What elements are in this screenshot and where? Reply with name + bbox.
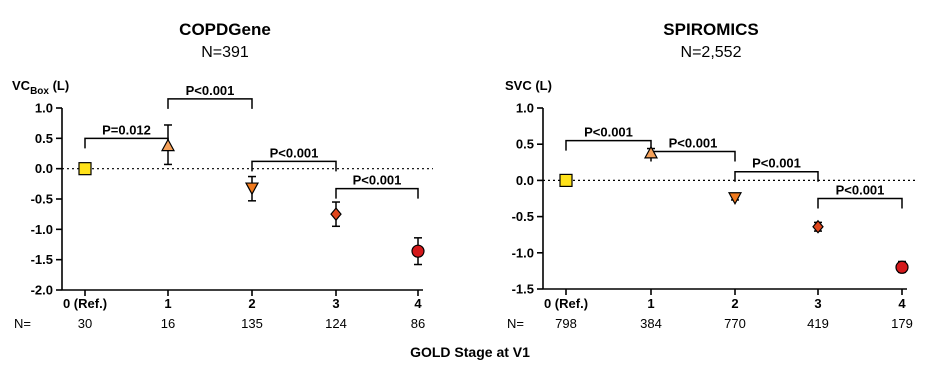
y-tick-label: 0.5 [516, 137, 534, 152]
y-tick-label: 1.0 [516, 101, 534, 116]
x-tick-label: 4 [898, 296, 906, 311]
y-tick-label: -2.0 [31, 283, 53, 298]
spiromics-panel: SPIROMICS N=2,552 SVC (L) 1.0 0.5 0.0 -0.5 -1.0… [505, 20, 917, 331]
data-point-triangle-down [244, 182, 260, 196]
comparison-bracket [335, 187, 419, 199]
y-axis-label: VCBox (L) [12, 78, 69, 97]
data-point-diamond [812, 219, 824, 234]
count-label: 124 [325, 316, 347, 331]
data-point-diamond [330, 207, 342, 222]
y-axis-label-sub: Box [30, 86, 49, 97]
data-point-circle [895, 260, 909, 274]
y-tick-label: -0.5 [31, 192, 53, 207]
p-value-label: P<0.001 [836, 183, 885, 198]
y-tick-label: -1.0 [31, 222, 53, 237]
data-point-circle [411, 244, 425, 258]
x-tick-label: 0 (Ref.) [63, 296, 107, 311]
p-value-label: P<0.001 [270, 145, 319, 160]
p-value-label: P<0.001 [752, 156, 801, 171]
data-point-square [78, 162, 92, 176]
p-value-label: P<0.001 [584, 125, 633, 140]
y-tick-label: 0.0 [35, 161, 53, 176]
data-point-triangle-down [727, 192, 743, 206]
y-tick-label: -1.0 [512, 245, 534, 260]
y-tick-label: 1.0 [35, 101, 53, 116]
comparison-bracket [251, 160, 337, 172]
count-label: 16 [161, 316, 175, 331]
y-tick-label: 0.0 [516, 173, 534, 188]
x-tick-label: 4 [414, 296, 422, 311]
y-axis-label-unit: (L) [49, 78, 69, 93]
y-axis-label-main: VC [12, 78, 31, 93]
chart-title: SPIROMICS [663, 20, 758, 39]
chart-subtitle: N=391 [201, 44, 249, 61]
comparison-bracket [84, 137, 169, 149]
n-label: N= [507, 316, 524, 331]
y-tick-label: -1.5 [31, 252, 53, 267]
data-point-square [559, 173, 573, 187]
x-axis-label: GOLD Stage at V1 [410, 344, 530, 360]
count-label: 135 [241, 316, 263, 331]
count-label: 30 [78, 316, 92, 331]
y-axis-label: SVC (L) [505, 78, 552, 93]
count-label: 86 [411, 316, 425, 331]
count-label: 798 [555, 316, 577, 331]
chart-subtitle: N=2,552 [681, 44, 742, 61]
y-tick-label: -1.5 [512, 282, 534, 297]
comparison-bracket [167, 98, 253, 109]
x-tick-label: 2 [731, 296, 738, 311]
x-tick-label: 2 [248, 296, 255, 311]
p-value-label: P<0.001 [353, 173, 402, 188]
comparison-bracket [565, 139, 652, 151]
comparison-bracket [734, 170, 819, 182]
x-tick-label: 0 (Ref.) [544, 296, 588, 311]
count-label: 179 [891, 316, 913, 331]
comparison-bracket [817, 197, 903, 209]
count-label: 770 [724, 316, 746, 331]
p-value-label: P<0.001 [669, 135, 718, 150]
n-label: N= [14, 316, 31, 331]
x-tick-label: 1 [164, 296, 171, 311]
y-tick-label: -0.5 [512, 209, 534, 224]
chart-title: COPDGene [179, 20, 271, 39]
x-tick-label: 1 [647, 296, 654, 311]
comparison-bracket [650, 150, 736, 162]
copdgene-panel: COPDGene N=391 VCBox (L) 1.0 0.5 0.0 -0.5 -1.0 -… [12, 20, 433, 331]
data-point-triangle-up [160, 138, 176, 152]
count-label: 384 [640, 316, 662, 331]
y-tick-label: 0.5 [35, 131, 53, 146]
count-label: 419 [807, 316, 829, 331]
x-tick-label: 3 [814, 296, 821, 311]
x-tick-label: 3 [332, 296, 339, 311]
y-axis-label-main: SVC (L) [505, 78, 552, 93]
p-value-label: P=0.012 [102, 122, 151, 137]
p-value-label: P<0.001 [186, 83, 235, 98]
data-point-triangle-up [643, 145, 659, 159]
